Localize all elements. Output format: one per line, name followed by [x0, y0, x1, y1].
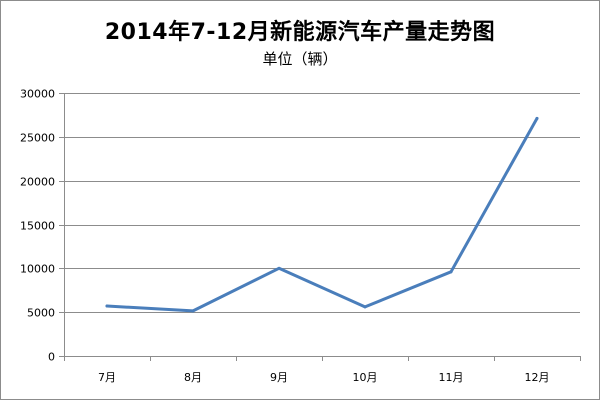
data-point [191, 309, 195, 313]
x-tick-label: 10月 [353, 371, 378, 384]
y-tick-label: 10000 [20, 263, 55, 276]
data-point [535, 116, 539, 120]
x-tick-label: 7月 [98, 371, 116, 384]
y-tick-label: 20000 [20, 176, 55, 189]
y-tick-label: 15000 [20, 220, 55, 233]
x-tick-label: 12月 [525, 371, 550, 384]
data-point [363, 305, 367, 309]
y-tick-label: 25000 [20, 132, 55, 145]
data-point [277, 266, 281, 270]
chart-subtitle: 单位（辆） [262, 50, 338, 68]
chart-title: 2014年7-12月新能源汽车产量走势图 [104, 20, 496, 45]
x-tick-label: 9月 [270, 371, 288, 384]
y-tick-label: 0 [48, 351, 55, 364]
data-point [449, 270, 453, 274]
y-tick-label: 5000 [27, 307, 55, 320]
data-point [105, 304, 109, 308]
y-tick-label: 30000 [20, 88, 55, 101]
series-line [105, 116, 539, 313]
x-tick-label: 8月 [184, 371, 202, 384]
x-tick-label: 11月 [439, 371, 464, 384]
